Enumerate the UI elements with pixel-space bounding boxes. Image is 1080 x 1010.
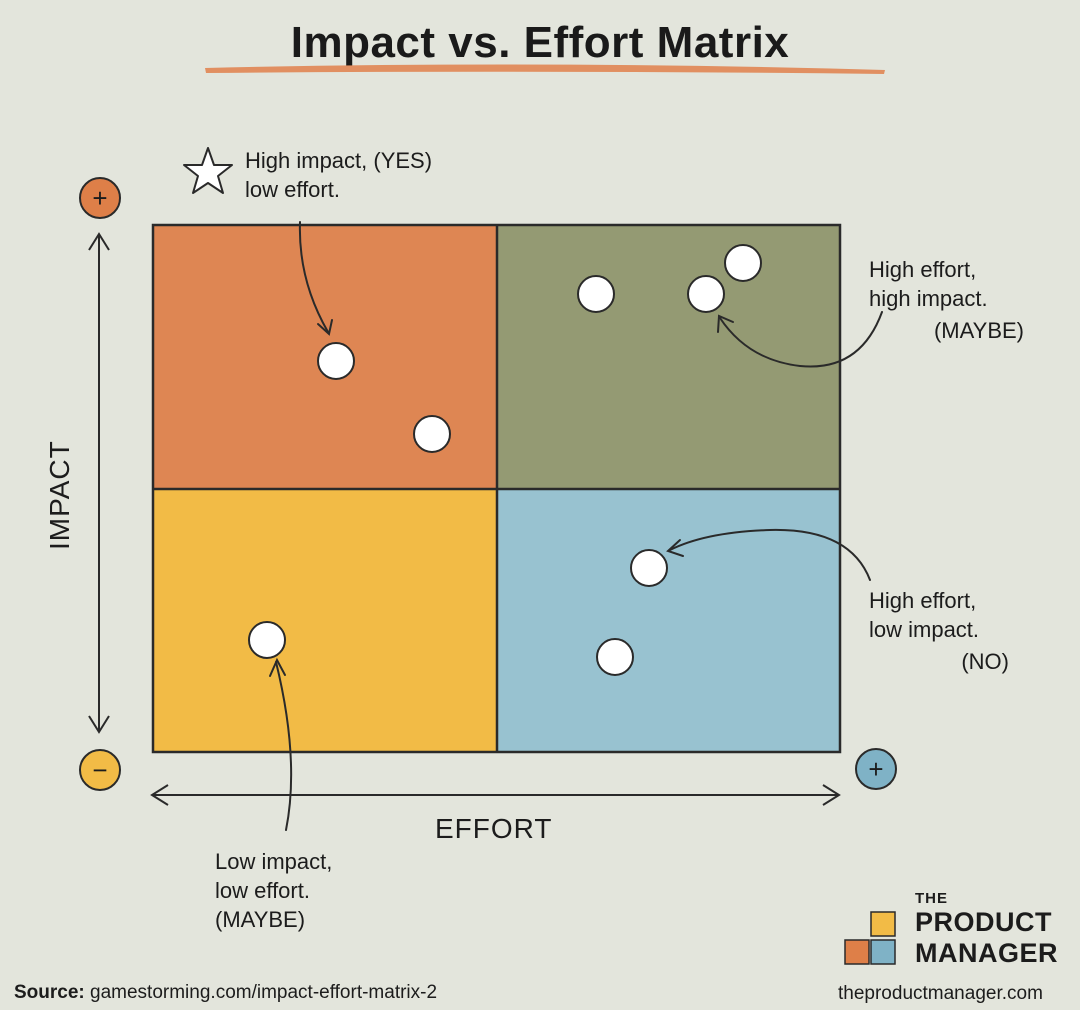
label-line: low impact. <box>869 617 980 642</box>
item-dot <box>413 415 451 453</box>
site-url: theproductmanager.com <box>838 983 1043 1004</box>
brand-square-blue <box>870 939 896 965</box>
label-verdict: (MAYBE) <box>215 907 306 932</box>
brand-logo: THE PRODUCT MANAGER <box>915 890 1058 969</box>
source-credit: Source: gamestorming.com/impact-effort-m… <box>14 982 437 1004</box>
label-line: low effort. <box>245 177 340 202</box>
minus-icon <box>79 749 121 791</box>
star-icon <box>183 147 233 194</box>
label-line: High effort, <box>869 588 977 613</box>
item-dot <box>630 549 668 587</box>
item-dot <box>317 342 355 380</box>
label-high-impact-low-effort: High impact, (YES) low effort. <box>245 146 432 204</box>
callout-arrow-maybe-top <box>719 311 883 368</box>
callout-arrow-no <box>669 528 871 581</box>
label-low-impact-high-effort: High effort, low impact. (NO) <box>869 586 1029 676</box>
source-url: gamestorming.com/impact-effort-matrix-2 <box>90 982 438 1003</box>
item-dot <box>724 244 762 282</box>
item-dot <box>687 275 725 313</box>
item-dot <box>248 621 286 659</box>
label-low-impact-low-effort: Low impact, low effort. (MAYBE) <box>215 847 332 934</box>
plus-impact-symbol: + <box>92 183 107 213</box>
effort-axis-label: EFFORT <box>435 813 553 844</box>
brand-the: THE <box>915 890 948 907</box>
quadrant-high-impact-high-effort <box>497 225 840 489</box>
label-line: High impact, (YES) <box>245 148 433 173</box>
plus-impact-icon <box>79 177 121 219</box>
quadrant-low-impact-low-effort <box>153 489 497 752</box>
minus-symbol: − <box>92 755 107 785</box>
brand-square-orange-left <box>844 939 870 965</box>
callout-arrow-yes <box>298 221 329 333</box>
impact-axis-label: IMPACT <box>44 440 75 550</box>
label-high-impact-high-effort: High effort, high impact. (MAYBE) <box>869 255 1029 345</box>
brand-manager: MANAGER <box>915 938 1058 968</box>
impact-axis-arrow <box>88 232 110 734</box>
plus-effort-icon <box>855 748 897 790</box>
label-line: low effort. <box>215 878 310 903</box>
brand-product: PRODUCT <box>915 907 1052 937</box>
label-line: Low impact, <box>215 849 333 874</box>
label-line: High effort, <box>869 257 977 282</box>
page-title: Impact vs. Effort Matrix <box>290 18 790 67</box>
label-line: high impact. <box>869 286 988 311</box>
quadrant-low-impact-high-effort <box>497 489 840 752</box>
title-underline <box>205 64 885 74</box>
item-dot <box>577 275 615 313</box>
label-verdict: (NO) <box>961 649 1009 674</box>
label-verdict: (MAYBE) <box>933 318 1024 343</box>
source-prefix: Source: <box>14 982 85 1003</box>
brand-square-orange-top <box>870 911 896 937</box>
effort-axis-arrow <box>150 784 841 806</box>
plus-effort-symbol: + <box>868 754 883 784</box>
item-dot <box>596 638 634 676</box>
callout-arrow-maybe-bottom <box>275 661 293 831</box>
